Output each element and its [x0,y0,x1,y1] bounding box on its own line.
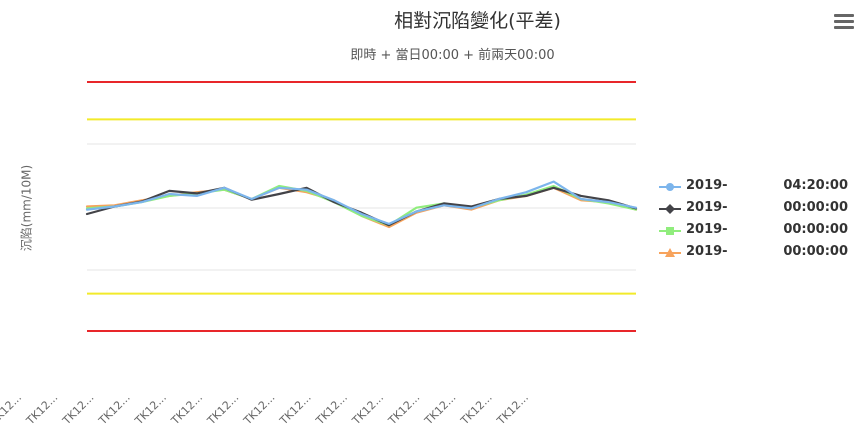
series-line-2 [85,186,638,227]
chart-title: 相對沉陷變化(平差) [394,10,561,32]
legend-series-time: 00:00:00 [783,222,848,237]
x-tick-label: TK12... [96,391,133,428]
triangle-marker-icon [659,248,681,257]
x-tick-label: TK12... [277,391,314,428]
x-tick-label: TK12... [421,391,458,428]
legend-series-time: 04:20:00 [783,178,848,193]
x-tick-label: TK12... [168,391,205,428]
x-tick-label: TK12... [494,391,531,428]
x-tick-label: TK12... [204,391,241,428]
square-marker-icon [659,227,681,235]
x-tick-label: TK12... [59,391,96,428]
legend-item-series-4[interactable]: 2019- 00:00:00 [656,243,856,265]
legend-series-name: 2019- [686,244,728,259]
x-tick-label: TK12... [23,391,60,428]
x-tick-label: TK12... [132,391,169,428]
legend-item-series-1[interactable]: 2019- 04:20:00 [656,177,856,199]
legend-series-time: 00:00:00 [783,200,848,215]
x-tick-label: TK12... [313,391,350,428]
x-tick-label: TK12... [458,391,495,428]
legend-series-name: 2019- [686,178,728,193]
x-tick-label: TK12... [349,391,386,428]
diamond-marker-icon [659,204,681,214]
x-tick-label: TK12... [240,391,277,428]
legend-series-name: 2019- [686,222,728,237]
legend-series-time: 00:00:00 [783,244,848,259]
series-line-1 [85,180,638,225]
legend-item-series-3[interactable]: 2019- 00:00:00 [656,221,856,243]
x-tick-label: TK12... [0,391,24,428]
legend-series-name: 2019- [686,200,728,215]
legend: 2019- 04:20:00 2019- 00:00:00 2019- 00:0… [656,177,856,265]
chart-subtitle: 即時 + 當日00:00 + 前兩天00:00 [350,48,555,63]
circle-marker-icon [659,183,681,191]
hamburger-menu-icon[interactable] [834,14,854,32]
legend-item-series-2[interactable]: 2019- 00:00:00 [656,199,856,221]
x-tick-label: TK12... [385,391,422,428]
